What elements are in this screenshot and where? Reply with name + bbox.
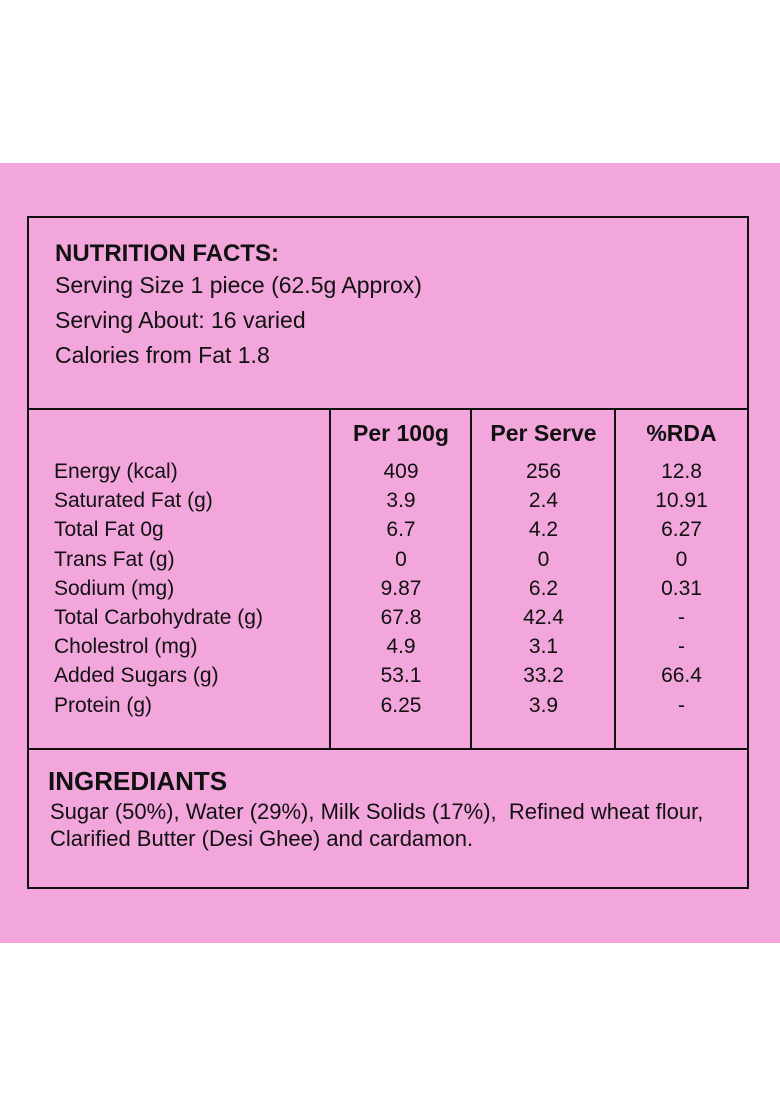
table-row: Cholestrol (mg) 4.9 3.1 - (29, 635, 747, 665)
per-serve-value: 33.2 (523, 664, 564, 687)
table-row: Added Sugars (g) 53.1 33.2 66.4 (29, 664, 747, 694)
rda-value: 0 (675, 548, 688, 571)
per-100g-value: 6.25 (380, 694, 422, 717)
nutrient-label: Total Carbohydrate (g) (54, 606, 263, 629)
per-100g-value: 0 (395, 548, 407, 571)
rda-value: 10.91 (655, 489, 708, 512)
per-100g-value: 53.1 (380, 664, 422, 687)
table-row: Trans Fat (g) 0 0 0 (29, 548, 747, 578)
nutrient-label: Trans Fat (g) (54, 548, 175, 571)
column-header-per-100g: Per 100g (353, 420, 449, 446)
nutrient-label: Energy (kcal) (54, 460, 178, 483)
nutrient-label: Saturated Fat (g) (54, 489, 213, 512)
table-row: Total Carbohydrate (g) 67.8 42.4 - (29, 606, 747, 636)
per-100g-value: 9.87 (380, 577, 422, 600)
table-row: Energy (kcal) 409 256 12.8 (29, 460, 747, 490)
per-serve-value: 3.1 (528, 635, 559, 658)
per-100g-value: 6.7 (386, 518, 416, 541)
nutrition-card: NUTRITION FACTS: Serving Size 1 piece (6… (27, 216, 749, 889)
table-row: Saturated Fat (g) 3.9 2.4 10.91 (29, 489, 747, 519)
ingredients-title: INGREDIANTS (48, 766, 228, 796)
nutrition-header: NUTRITION FACTS: Serving Size 1 piece (6… (29, 218, 747, 410)
nutrient-label: Added Sugars (g) (54, 664, 219, 687)
per-serve-value: 2.4 (528, 489, 559, 512)
column-header-rda: %RDA (646, 420, 717, 446)
per-100g-value: 67.8 (380, 606, 422, 629)
nutrient-label: Cholestrol (mg) (54, 635, 198, 658)
table-row: Sodium (mg) 9.87 6.2 0.31 (29, 577, 747, 607)
table-row: Total Fat 0g 6.7 4.2 6.27 (29, 518, 747, 548)
rda-value: - (678, 606, 685, 629)
per-serve-value: 42.4 (523, 606, 564, 629)
column-divider (614, 408, 616, 748)
nutrient-label: Total Fat 0g (54, 518, 164, 541)
nutrition-title: NUTRITION FACTS: (55, 240, 279, 267)
per-100g-value: 3.9 (386, 489, 416, 512)
calories-from-fat: Calories from Fat 1.8 (55, 342, 270, 368)
per-serve-value: 256 (525, 460, 562, 483)
label-panel: NUTRITION FACTS: Serving Size 1 piece (6… (0, 163, 780, 943)
rda-value: - (678, 694, 685, 717)
per-serve-value: 0 (537, 548, 550, 571)
per-serve-value: 6.2 (528, 577, 559, 600)
column-divider (470, 408, 472, 748)
nutrition-table: Per 100g Per Serve %RDA Energy (kcal) 40… (29, 408, 747, 750)
per-100g-value: 409 (383, 460, 419, 483)
per-100g-value: 4.9 (386, 635, 416, 658)
column-divider (329, 408, 331, 748)
rda-value: - (678, 635, 685, 658)
nutrient-label: Sodium (mg) (54, 577, 175, 600)
column-header-per-serve: Per Serve (490, 420, 597, 446)
nutrient-label: Protein (g) (54, 694, 153, 717)
rda-value: 66.4 (661, 664, 702, 687)
ingredients-text: Sugar (50%), Water (29%), Milk Solids (1… (50, 799, 710, 851)
per-serve-value: 4.2 (528, 518, 559, 541)
rda-value: 12.8 (661, 460, 702, 483)
rda-value: 0.31 (661, 577, 702, 600)
serving-about: Serving About: 16 varied (55, 307, 306, 333)
table-row: Protein (g) 6.25 3.9 - (29, 694, 747, 724)
serving-size: Serving Size 1 piece (62.5g Approx) (55, 272, 422, 298)
per-serve-value: 3.9 (528, 694, 559, 717)
rda-value: 6.27 (661, 518, 702, 541)
